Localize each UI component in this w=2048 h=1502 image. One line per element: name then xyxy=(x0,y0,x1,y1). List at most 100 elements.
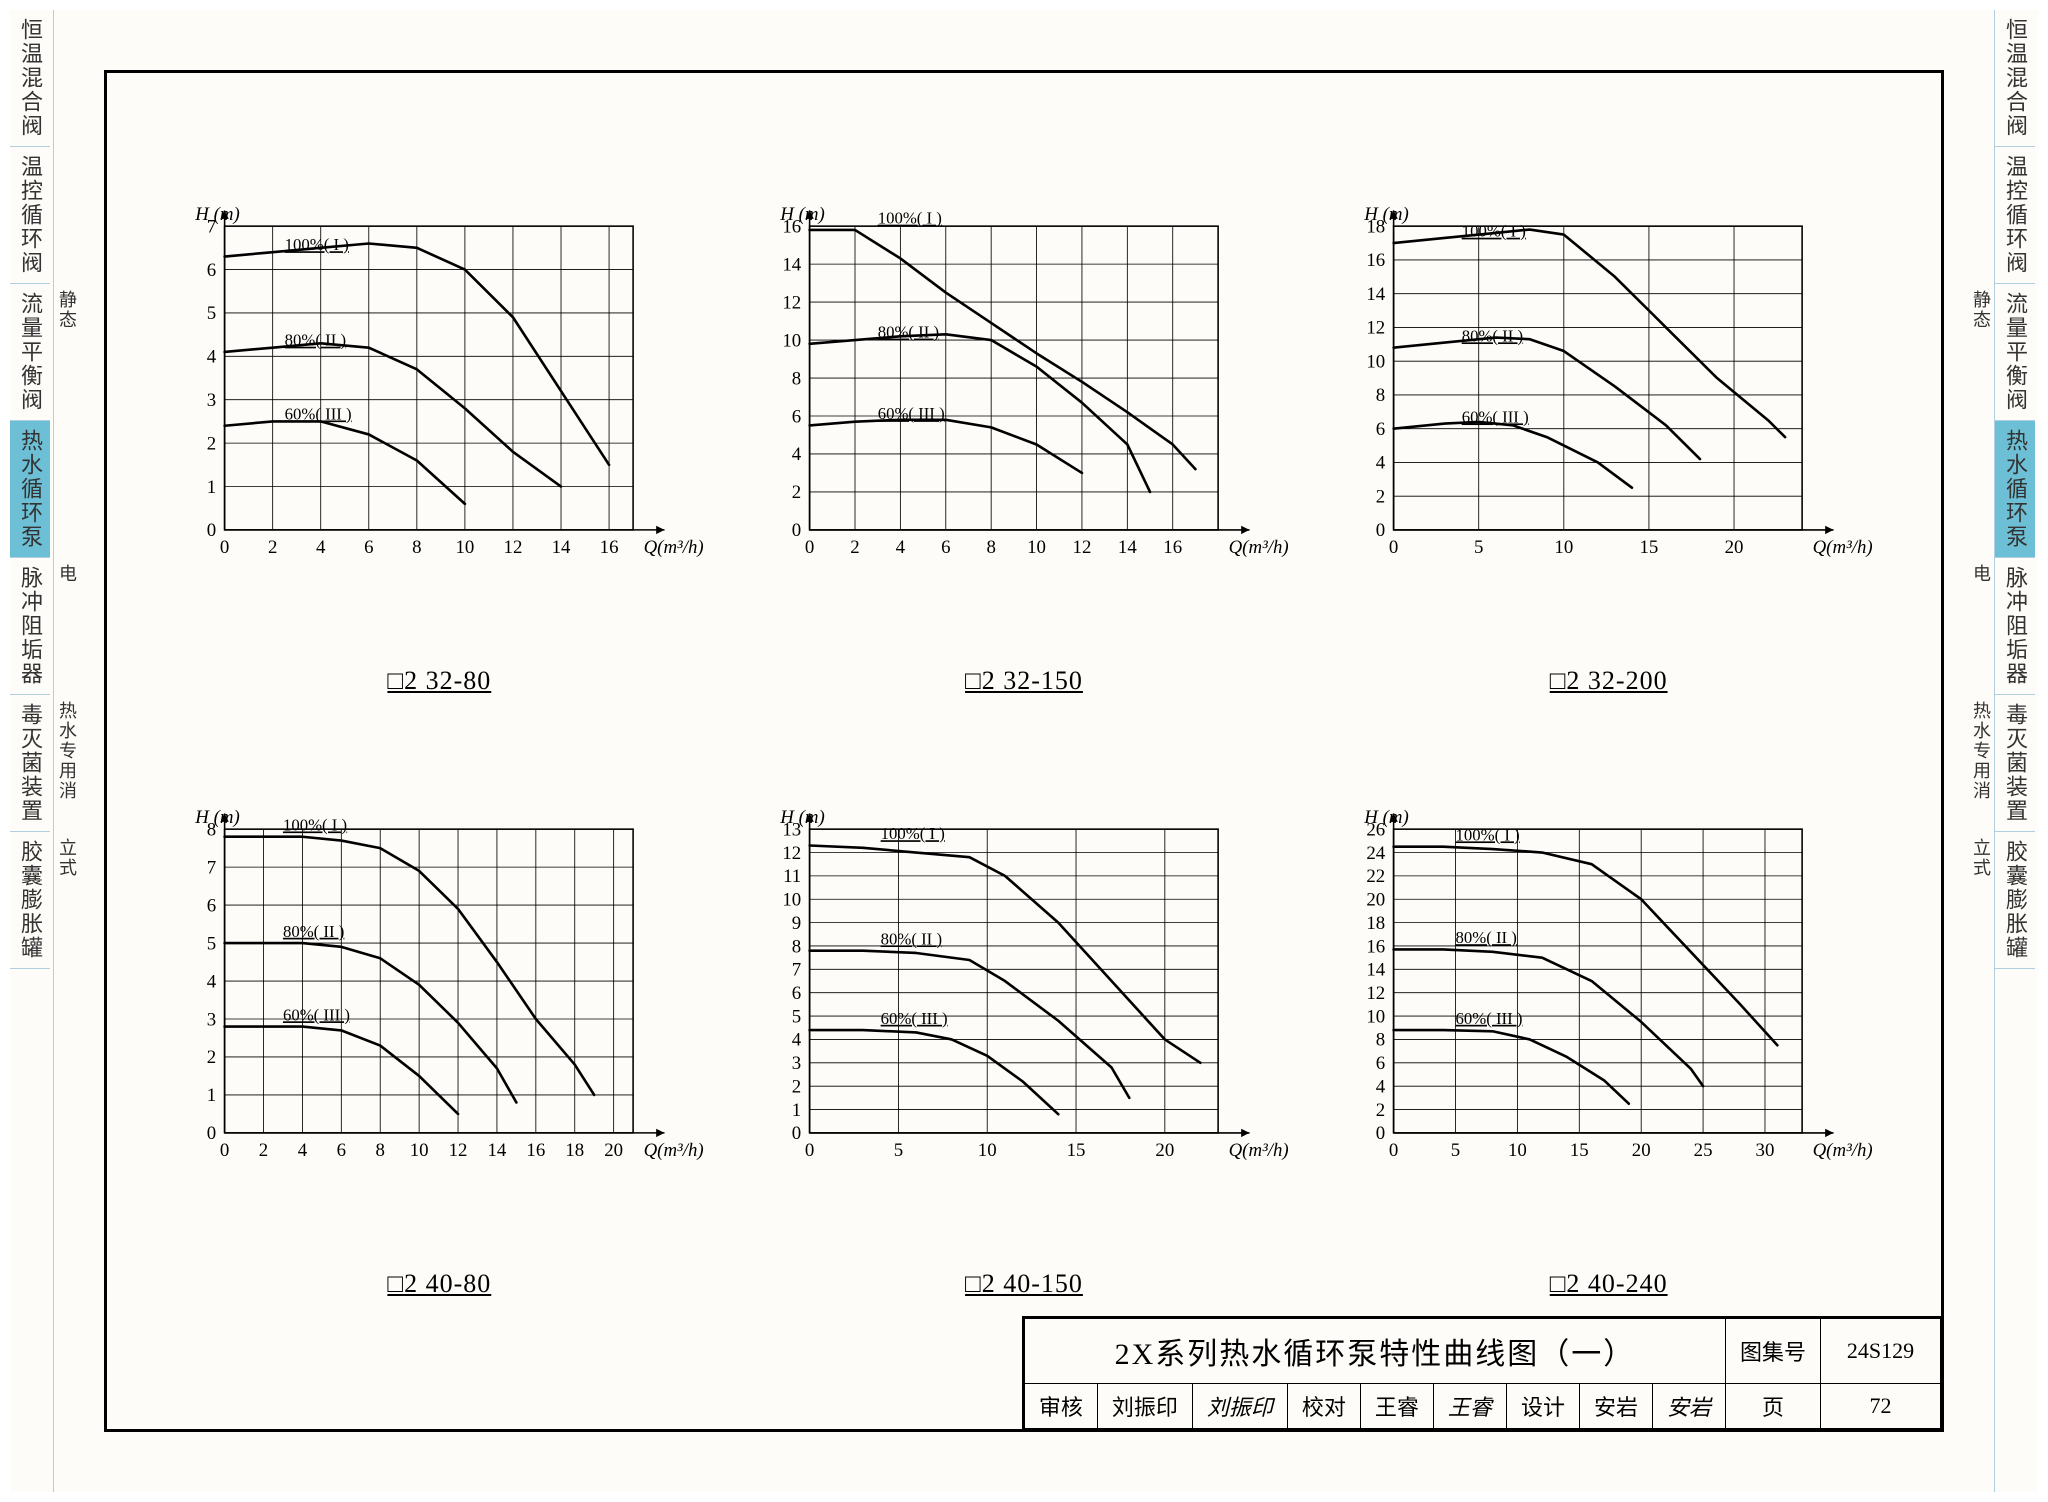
chart-title: □2 32-80 xyxy=(387,666,491,696)
svg-text:6: 6 xyxy=(207,895,216,916)
svg-text:2: 2 xyxy=(207,433,216,454)
side-tab-sub: 热水专用消 xyxy=(1968,701,1994,801)
chart-svg: 05101520012345678910111213H (m)Q(m³/h)10… xyxy=(752,726,1297,1257)
svg-text:2: 2 xyxy=(1376,486,1385,507)
side-tab[interactable]: 流量平衡阀 xyxy=(1995,284,2035,421)
svg-text:15: 15 xyxy=(1640,537,1659,558)
svg-text:10: 10 xyxy=(1367,351,1386,372)
svg-text:4: 4 xyxy=(207,347,217,368)
svg-text:H (m): H (m) xyxy=(194,807,239,828)
page-root: 恒温混合阀温控循环阀流量平衡阀静态热水循环泵脉冲阻垢器电毒灭菌装置热水专用消胶囊… xyxy=(10,10,2038,1492)
chart-title: □2 32-150 xyxy=(965,666,1083,696)
svg-text:60%( III ): 60%( III ) xyxy=(1462,407,1529,426)
chart-cell: 05101520024681012141618H (m)Q(m³/h)100%(… xyxy=(1336,123,1881,696)
drawing-title: 2X系列热水循环泵特性曲线图（一） xyxy=(1024,1319,1725,1384)
svg-text:0: 0 xyxy=(791,1123,800,1144)
side-tab[interactable]: 温控循环阀 xyxy=(1995,147,2035,284)
svg-text:15: 15 xyxy=(1066,1140,1085,1161)
svg-text:8: 8 xyxy=(1376,1030,1385,1051)
side-tab[interactable]: 毒灭菌装置 xyxy=(10,695,50,832)
svg-text:25: 25 xyxy=(1694,1140,1713,1161)
svg-text:100%( I ): 100%( I ) xyxy=(880,824,944,843)
svg-text:80%( II ): 80%( II ) xyxy=(283,922,344,941)
svg-text:10: 10 xyxy=(410,1140,429,1161)
side-tab[interactable]: 胶囊膨胀罐 xyxy=(1995,832,2035,969)
svg-text:3: 3 xyxy=(207,390,216,411)
side-tab[interactable]: 脉冲阻垢器 xyxy=(10,558,50,695)
chart-cell: 02468101214161820012345678H (m)Q(m³/h)10… xyxy=(167,726,712,1299)
svg-text:8: 8 xyxy=(791,368,800,389)
svg-text:4: 4 xyxy=(316,537,326,558)
svg-text:2: 2 xyxy=(207,1047,216,1068)
svg-text:12: 12 xyxy=(782,292,801,313)
side-tab[interactable]: 热水循环泵 xyxy=(10,421,50,558)
tb-field-name: 王睿 xyxy=(1360,1384,1433,1429)
chart-svg: 05101520253002468101214161820222426H (m)… xyxy=(1336,726,1881,1257)
svg-text:14: 14 xyxy=(552,537,571,558)
svg-text:0: 0 xyxy=(207,1123,216,1144)
svg-text:6: 6 xyxy=(941,537,950,558)
chart-title: □2 32-200 xyxy=(1550,666,1668,696)
svg-text:5: 5 xyxy=(893,1140,902,1161)
svg-text:2: 2 xyxy=(850,537,859,558)
svg-text:8: 8 xyxy=(791,936,800,957)
svg-text:10: 10 xyxy=(1367,1006,1386,1027)
svg-text:Q(m³/h): Q(m³/h) xyxy=(1228,537,1288,558)
svg-text:Q(m³/h): Q(m³/h) xyxy=(1228,1140,1288,1161)
svg-text:1: 1 xyxy=(207,1085,216,1106)
svg-text:9: 9 xyxy=(791,913,800,934)
chart-title: □2 40-150 xyxy=(965,1269,1083,1299)
svg-text:60%( III ): 60%( III ) xyxy=(880,1009,947,1028)
svg-text:1: 1 xyxy=(207,477,216,498)
left-tab-strip: 恒温混合阀温控循环阀流量平衡阀静态热水循环泵脉冲阻垢器电毒灭菌装置热水专用消胶囊… xyxy=(10,10,54,1492)
svg-text:2: 2 xyxy=(259,1140,268,1161)
chart-cell: 024681012141601234567H (m)Q(m³/h)100%( I… xyxy=(167,123,712,696)
side-tab[interactable]: 胶囊膨胀罐 xyxy=(10,832,50,969)
svg-text:2: 2 xyxy=(791,482,800,503)
side-tab[interactable]: 温控循环阀 xyxy=(10,147,50,284)
svg-text:100%( I ): 100%( I ) xyxy=(285,235,349,254)
svg-text:0: 0 xyxy=(805,1140,814,1161)
side-tab[interactable]: 流量平衡阀 xyxy=(10,284,50,421)
title-block: 2X系列热水循环泵特性曲线图（一） 图集号 24S129 审核刘振印刘振印校对王… xyxy=(1022,1316,1944,1432)
chart-title: □2 40-240 xyxy=(1550,1269,1668,1299)
svg-text:16: 16 xyxy=(600,537,619,558)
side-tab[interactable]: 毒灭菌装置 xyxy=(1995,695,2035,832)
svg-text:4: 4 xyxy=(1376,1076,1386,1097)
svg-text:12: 12 xyxy=(504,537,523,558)
chart-svg: 02468101214160246810121416H (m)Q(m³/h)10… xyxy=(752,123,1297,654)
svg-text:5: 5 xyxy=(1451,1140,1460,1161)
svg-text:5: 5 xyxy=(207,303,216,324)
svg-text:0: 0 xyxy=(1376,1123,1385,1144)
svg-text:11: 11 xyxy=(783,866,801,887)
svg-text:10: 10 xyxy=(1508,1140,1527,1161)
tb-field-label: 审核 xyxy=(1024,1384,1097,1429)
side-tab[interactable]: 恒温混合阀 xyxy=(1995,10,2035,147)
side-tab[interactable]: 热水循环泵 xyxy=(1995,421,2035,558)
svg-text:Q(m³/h): Q(m³/h) xyxy=(644,1140,704,1161)
tb-field-label: 校对 xyxy=(1287,1384,1360,1429)
svg-text:16: 16 xyxy=(1163,537,1182,558)
svg-text:14: 14 xyxy=(1367,284,1386,305)
svg-text:60%( III ): 60%( III ) xyxy=(285,404,352,423)
side-tab[interactable]: 脉冲阻垢器 xyxy=(1995,558,2035,695)
tb-field-label: 设计 xyxy=(1506,1384,1579,1429)
tb-field-sig: 安岩 xyxy=(1652,1384,1725,1429)
svg-text:0: 0 xyxy=(1376,520,1385,541)
chart-cell: 05101520253002468101214161820222426H (m)… xyxy=(1336,726,1881,1299)
svg-text:100%( I ): 100%( I ) xyxy=(1456,825,1520,844)
page-value: 72 xyxy=(1821,1384,1941,1429)
svg-text:18: 18 xyxy=(1367,913,1386,934)
page-label: 页 xyxy=(1725,1384,1820,1429)
side-tab[interactable]: 恒温混合阀 xyxy=(10,10,50,147)
svg-text:60%( III ): 60%( III ) xyxy=(283,1005,350,1024)
svg-text:20: 20 xyxy=(1367,890,1386,911)
svg-text:5: 5 xyxy=(791,1006,800,1027)
svg-text:12: 12 xyxy=(1367,318,1386,339)
svg-text:Q(m³/h): Q(m³/h) xyxy=(644,537,704,558)
chart-svg: 024681012141601234567H (m)Q(m³/h)100%( I… xyxy=(167,123,712,654)
svg-text:6: 6 xyxy=(1376,419,1385,440)
svg-text:7: 7 xyxy=(207,857,216,878)
svg-text:14: 14 xyxy=(1367,960,1386,981)
charts-grid: 024681012141601234567H (m)Q(m³/h)100%( I… xyxy=(167,123,1881,1299)
